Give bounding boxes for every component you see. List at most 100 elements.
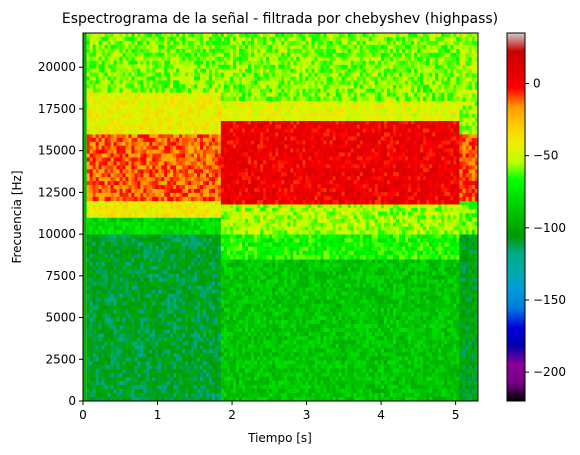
heatmap-cell [211, 92, 216, 97]
heatmap-cell [211, 157, 216, 162]
heatmap-cell [155, 373, 159, 378]
heatmap-cell [208, 297, 213, 303]
heatmap-cell [200, 192, 204, 198]
heatmap-cell [202, 389, 207, 394]
heatmap-cell [128, 373, 132, 378]
heatmap-cell [134, 192, 138, 198]
heatmap-cell [113, 196, 117, 202]
heatmap-cell [155, 265, 159, 271]
heatmap-cell [197, 192, 201, 198]
heatmap-cell [208, 281, 213, 287]
heatmap-cell [179, 200, 183, 206]
heatmap-cell [202, 305, 207, 310]
heatmap-cell [176, 188, 180, 194]
heatmap-cell [119, 44, 123, 50]
heatmap-cell [226, 336, 231, 341]
heatmap-cell [149, 369, 153, 374]
heatmap-cell [200, 289, 204, 295]
heatmap-cell [158, 377, 162, 382]
heatmap-cell [185, 36, 189, 42]
heatmap-cell [131, 325, 135, 330]
heatmap-cell [173, 333, 177, 338]
heatmap-cell [98, 52, 103, 58]
heatmap-cell [170, 337, 174, 342]
heatmap-cell [116, 161, 120, 166]
heatmap-cell [173, 96, 177, 101]
heatmap-cell [214, 137, 219, 143]
heatmap-cell [137, 377, 141, 382]
heatmap-cell [272, 323, 276, 329]
heatmap-cell [95, 48, 100, 54]
heatmap-cell [92, 269, 97, 275]
heatmap-cell [170, 68, 174, 73]
heatmap-cell [208, 397, 213, 401]
heatmap-cell [182, 84, 186, 89]
heatmap-cell [176, 250, 180, 255]
heatmap-cell [152, 204, 156, 210]
heatmap-cell [146, 238, 150, 243]
heatmap-cell [128, 313, 132, 318]
heatmap-cell [248, 303, 252, 309]
heatmap-cell [92, 121, 97, 127]
heatmap-cell [170, 157, 174, 162]
heatmap-cell [110, 301, 114, 307]
heatmap-cell [98, 221, 103, 227]
heatmap-cell [104, 217, 108, 222]
heatmap-cell [179, 204, 183, 210]
heatmap-cell [152, 96, 156, 101]
heatmap-cell [214, 72, 219, 77]
heatmap-cell [131, 169, 135, 174]
heatmap-cell [134, 108, 138, 114]
heatmap-cell [131, 100, 135, 106]
heatmap-cell [161, 293, 165, 299]
heatmap-cell [197, 56, 201, 62]
heatmap-cell [167, 281, 171, 287]
heatmap-cell [89, 257, 94, 263]
heatmap-cell [275, 384, 279, 390]
heatmap-cell [107, 369, 111, 374]
heatmap-cell [223, 319, 228, 325]
heatmap-cell [116, 40, 120, 46]
heatmap-cell [263, 259, 267, 264]
heatmap-cell [155, 192, 159, 198]
heatmap-cell [152, 337, 156, 342]
heatmap-cell [179, 397, 183, 401]
heatmap-cell [137, 96, 141, 101]
heatmap-cell [182, 234, 186, 239]
heatmap-cell [182, 301, 186, 307]
heatmap-cell [140, 121, 144, 127]
heatmap-cell [281, 360, 285, 365]
heatmap-cell [155, 52, 159, 58]
heatmap-cell [119, 56, 123, 62]
heatmap-cell [167, 153, 171, 158]
heatmap-cell [125, 185, 129, 190]
heatmap-cell [122, 137, 126, 143]
heatmap-cell [211, 88, 216, 93]
heatmap-cell [92, 80, 97, 85]
heatmap-cell [86, 137, 91, 143]
heatmap-cell [182, 92, 186, 97]
heatmap-cell [202, 393, 207, 398]
heatmap-cell [86, 121, 91, 127]
heatmap-cell [143, 397, 147, 401]
heatmap-cell [131, 253, 135, 259]
heatmap-cell [173, 305, 177, 310]
heatmap-cell [278, 275, 282, 280]
heatmap-cell [205, 64, 210, 69]
heatmap-cell [208, 273, 213, 279]
heatmap-cell [113, 357, 117, 362]
heatmap-cell [284, 311, 288, 317]
heatmap-cell [158, 389, 162, 394]
heatmap-cell [140, 33, 144, 38]
heatmap-cell [257, 299, 261, 305]
heatmap-cell [191, 96, 195, 101]
heatmap-cell [257, 311, 261, 317]
heatmap-cell [185, 373, 189, 378]
heatmap-cell [101, 113, 106, 118]
heatmap-cell [164, 40, 168, 46]
heatmap-cell [161, 100, 165, 106]
heatmap-cell [155, 301, 159, 307]
heatmap-cell [182, 33, 186, 38]
heatmap-cell [149, 234, 153, 239]
heatmap-cell [146, 349, 150, 354]
